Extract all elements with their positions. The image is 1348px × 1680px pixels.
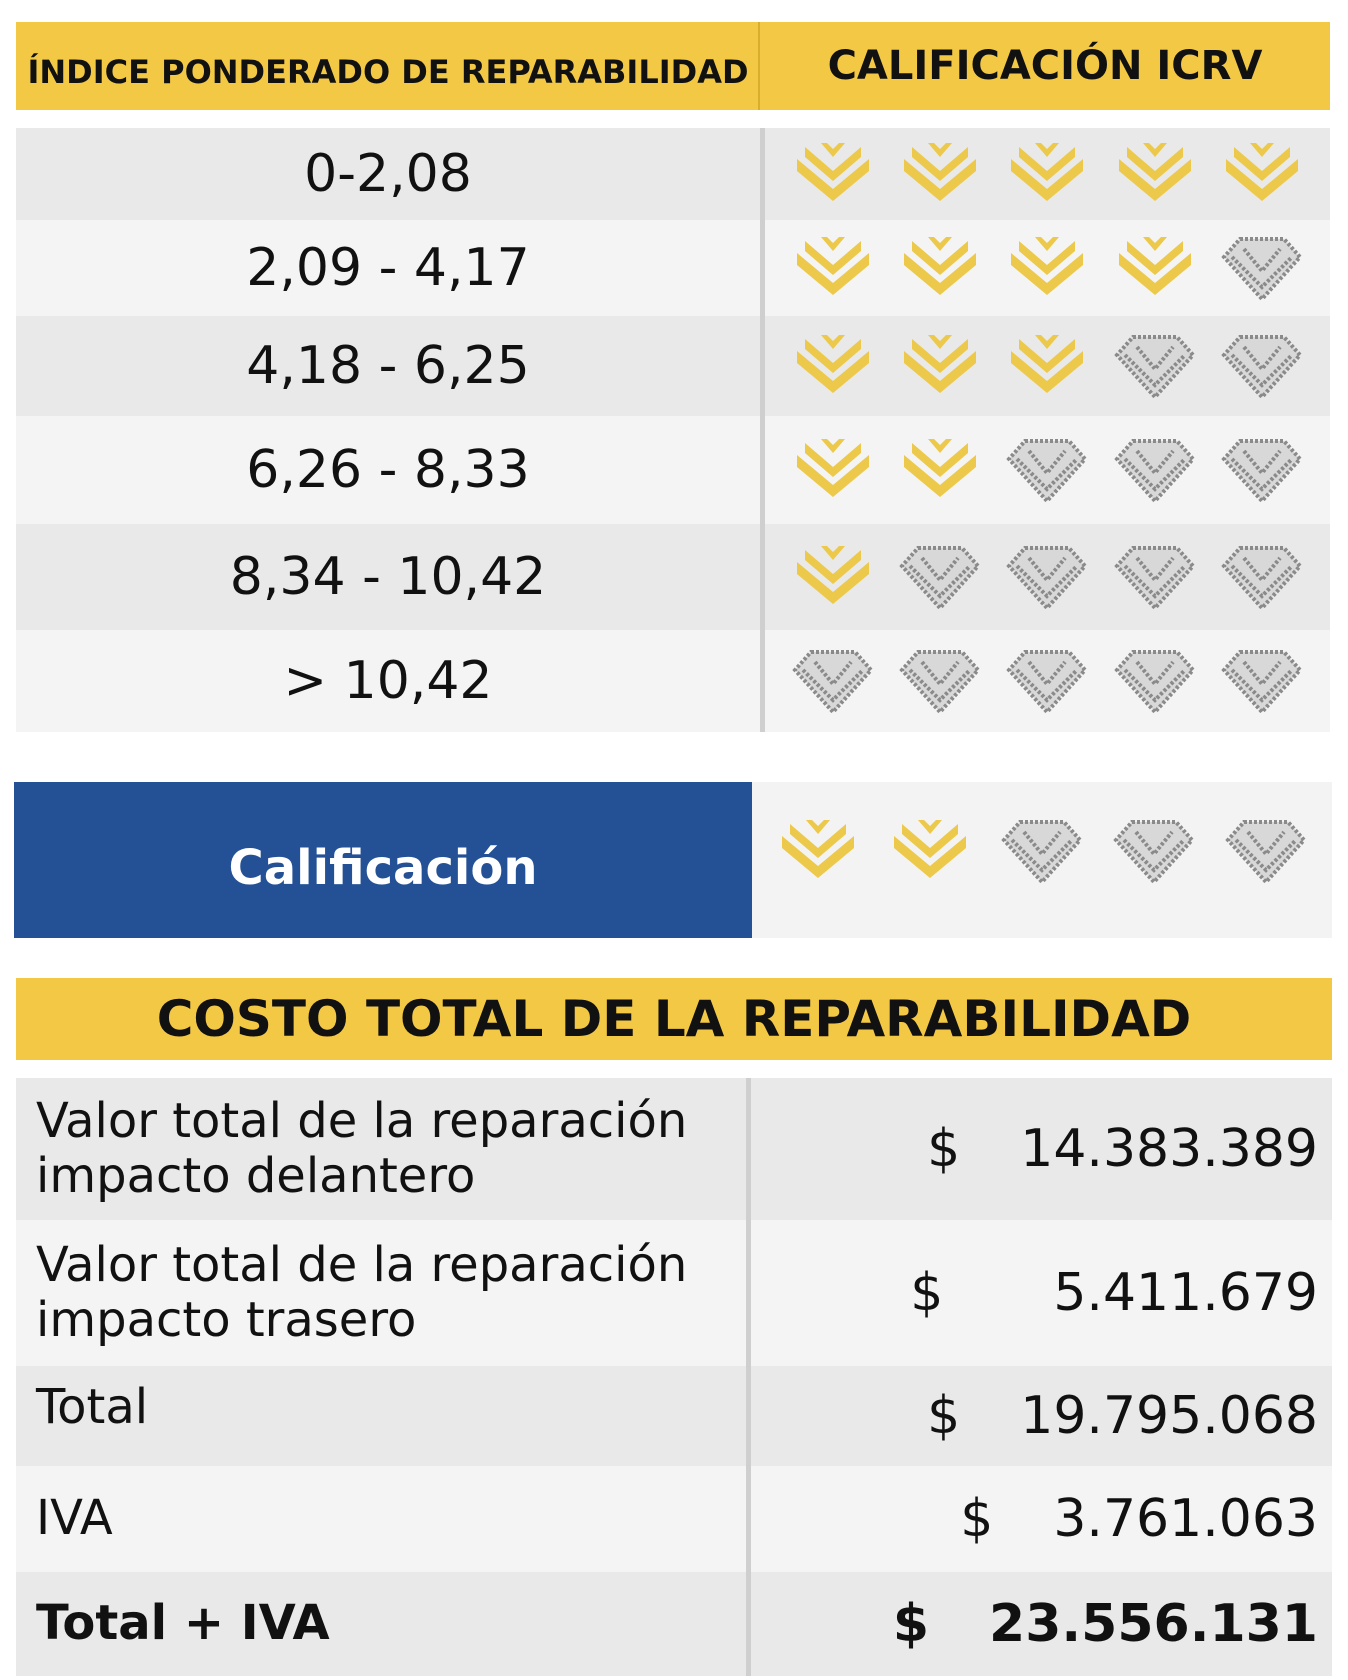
- diamond-icon: [1225, 820, 1307, 885]
- diamond-icon: [1113, 820, 1195, 885]
- cost-value: 23.556.131: [989, 1594, 1318, 1654]
- rating-icons: [760, 416, 1330, 524]
- currency-symbol: $: [927, 1119, 961, 1179]
- diamond-icon: [904, 335, 977, 393]
- diamond-icon: [1011, 143, 1084, 201]
- range-label: 4,18 - 6,25: [246, 336, 530, 396]
- cost-amount: $ 19.795.068: [746, 1366, 1332, 1466]
- diamond-icon: [904, 237, 977, 295]
- cost-value: 5.411.679: [1053, 1263, 1318, 1323]
- diamond-icon: [796, 143, 869, 201]
- diamond-icon: [1221, 335, 1303, 400]
- cost-amount: $ 3.761.063: [746, 1466, 1332, 1572]
- rating-icons: [760, 630, 1330, 732]
- cost-row: Total $ 19.795.068: [16, 1366, 1332, 1466]
- diamond-icon: [796, 335, 869, 393]
- cost-label: IVA: [36, 1490, 113, 1547]
- header-indice-ponderado: ÍNDICE PONDERADO DE REPARABILIDAD: [16, 22, 760, 110]
- diamond-icon: [899, 650, 981, 715]
- diamond-icon: [1114, 439, 1196, 504]
- cost-amount: $ 5.411.679: [746, 1220, 1332, 1366]
- range-label: 6,26 - 8,33: [246, 440, 530, 500]
- calificacion-label: Calificación: [14, 782, 752, 938]
- currency-symbol: $: [927, 1386, 961, 1446]
- range-label: 8,34 - 10,42: [229, 547, 547, 607]
- diamond-icon: [1118, 237, 1191, 295]
- cost-row-total: Total + IVA $ 23.556.131: [16, 1572, 1332, 1676]
- diamond-icon: [1006, 546, 1089, 611]
- diamond-icon: [1006, 650, 1089, 715]
- diamond-icon: [899, 546, 981, 611]
- diamond-icon: [796, 237, 869, 295]
- diamond-icon: [1011, 237, 1084, 295]
- diamond-icon: [904, 143, 977, 201]
- cost-row: IVA $ 3.761.063: [16, 1466, 1332, 1572]
- header-calificacion-icrv: CALIFICACIÓN ICRV: [760, 22, 1330, 110]
- cost-label: Total + IVA: [36, 1595, 330, 1652]
- cost-table: Valor total de la reparación impacto dela…: [16, 1078, 1332, 1676]
- rating-icons: [760, 524, 1330, 630]
- cost-label: Valor total de la reparación impacto dela…: [36, 1092, 688, 1204]
- cost-value: 19.795.068: [1020, 1386, 1318, 1446]
- diamond-icon: [1114, 335, 1196, 400]
- diamond-icon: [782, 820, 854, 878]
- cost-value: 14.383.389: [1020, 1119, 1318, 1179]
- cost-amount: $ 14.383.389: [746, 1078, 1332, 1220]
- rating-icons: [760, 128, 1330, 220]
- rating-row: 2,09 - 4,17: [16, 220, 1330, 316]
- cost-title: COSTO TOTAL DE LA REPARABILIDAD: [16, 978, 1332, 1060]
- diamond-icon: [796, 439, 869, 497]
- cost-amount: $ 23.556.131: [746, 1572, 1332, 1676]
- diamond-icon: [1221, 650, 1303, 715]
- currency-symbol: $: [892, 1594, 930, 1654]
- rating-icons: [760, 316, 1330, 416]
- diamond-icon: [1221, 546, 1303, 611]
- range-label: > 10,42: [283, 651, 493, 711]
- rating-rows: 0-2,08 2,09 - 4,17 4,18 - 6,25 6,26 - 8,…: [16, 128, 1330, 732]
- currency-symbol: $: [910, 1263, 944, 1323]
- diamond-icon: [1006, 439, 1089, 504]
- cost-value: 3.761.063: [1053, 1489, 1318, 1549]
- range-label: 0-2,08: [304, 144, 472, 204]
- range-label: 2,09 - 4,17: [246, 238, 530, 298]
- rating-row: > 10,42: [16, 630, 1330, 732]
- rating-row: 6,26 - 8,33: [16, 416, 1330, 524]
- diamond-icon: [1011, 335, 1084, 393]
- diamond-icon: [792, 650, 874, 715]
- diamond-icon: [1221, 439, 1303, 504]
- cost-row: Valor total de la reparación impacto tras…: [16, 1220, 1332, 1366]
- diamond-icon: [1114, 650, 1196, 715]
- calificacion-icons: [752, 782, 1332, 938]
- diamond-icon: [1001, 820, 1083, 885]
- diamond-icon: [1226, 143, 1299, 201]
- rating-icons: [760, 220, 1330, 316]
- diamond-icon: [1221, 237, 1303, 302]
- diamond-icon: [1114, 546, 1196, 611]
- rating-row: 8,34 - 10,42: [16, 524, 1330, 630]
- cost-label: Total: [36, 1379, 149, 1435]
- rating-row: 0-2,08: [16, 128, 1330, 220]
- diamond-icon: [796, 546, 869, 604]
- diamond-icon: [1118, 143, 1191, 201]
- currency-symbol: $: [960, 1489, 994, 1549]
- rating-row: 4,18 - 6,25: [16, 316, 1330, 416]
- cost-label: Valor total de la reparación impacto tras…: [36, 1236, 688, 1348]
- diamond-icon: [904, 439, 977, 497]
- cost-row: Valor total de la reparación impacto dela…: [16, 1078, 1332, 1220]
- diamond-icon: [894, 820, 966, 878]
